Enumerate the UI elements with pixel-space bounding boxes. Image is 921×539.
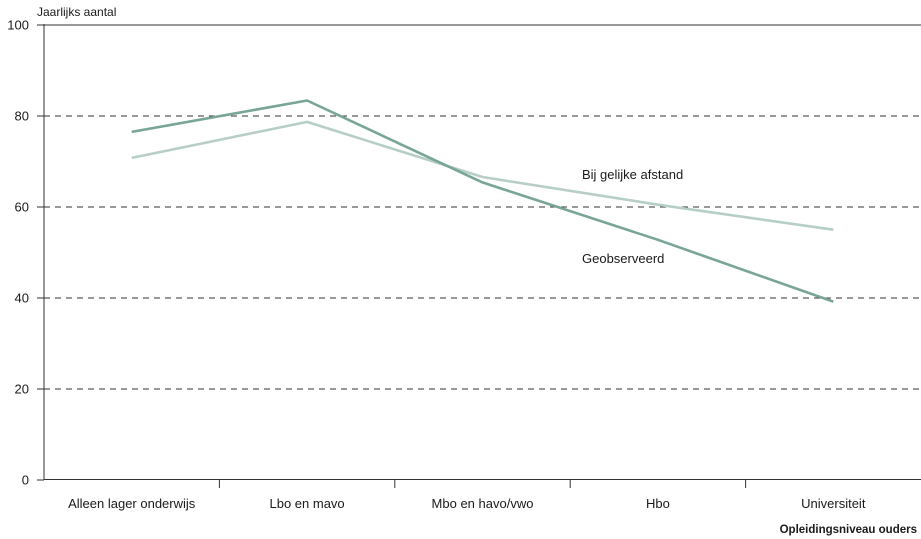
- y-tick-label-40: 40: [15, 291, 29, 306]
- series-lines: [131, 99, 834, 303]
- gridlines: [44, 24, 921, 390]
- y-ticks: 0 20 40 60 80 100: [7, 18, 44, 488]
- axes: [43, 24, 921, 480]
- y-tick-label-100: 100: [7, 18, 29, 33]
- series-label-geobserveerd: Geobserveerd: [582, 251, 664, 266]
- x-tick-label: Hbo: [646, 496, 670, 511]
- x-tick-label: Universiteit: [801, 496, 866, 511]
- series-label-bij-gelijke-afstand: Bij gelijke afstand: [582, 167, 683, 182]
- y-tick-label-0: 0: [22, 473, 29, 488]
- y-axis-title: Jaarlijks aantal: [37, 5, 116, 19]
- series-line-bij-gelijke-afstand: [131, 120, 834, 231]
- y-tick-label-60: 60: [15, 200, 29, 215]
- x-tick-label: Lbo en mavo: [270, 496, 345, 511]
- x-tick-label: Alleen lager onderwijs: [68, 496, 196, 511]
- x-tick-label: Mbo en havo/vwo: [432, 496, 534, 511]
- x-axis-title: Opleidingsniveau ouders: [780, 524, 917, 536]
- series-line-geobserveerd: [131, 99, 834, 303]
- y-tick-label-80: 80: [15, 109, 29, 124]
- x-ticks: Alleen lager onderwijs Lbo en mavo Mbo en …: [68, 480, 866, 511]
- y-tick-label-20: 20: [15, 382, 29, 397]
